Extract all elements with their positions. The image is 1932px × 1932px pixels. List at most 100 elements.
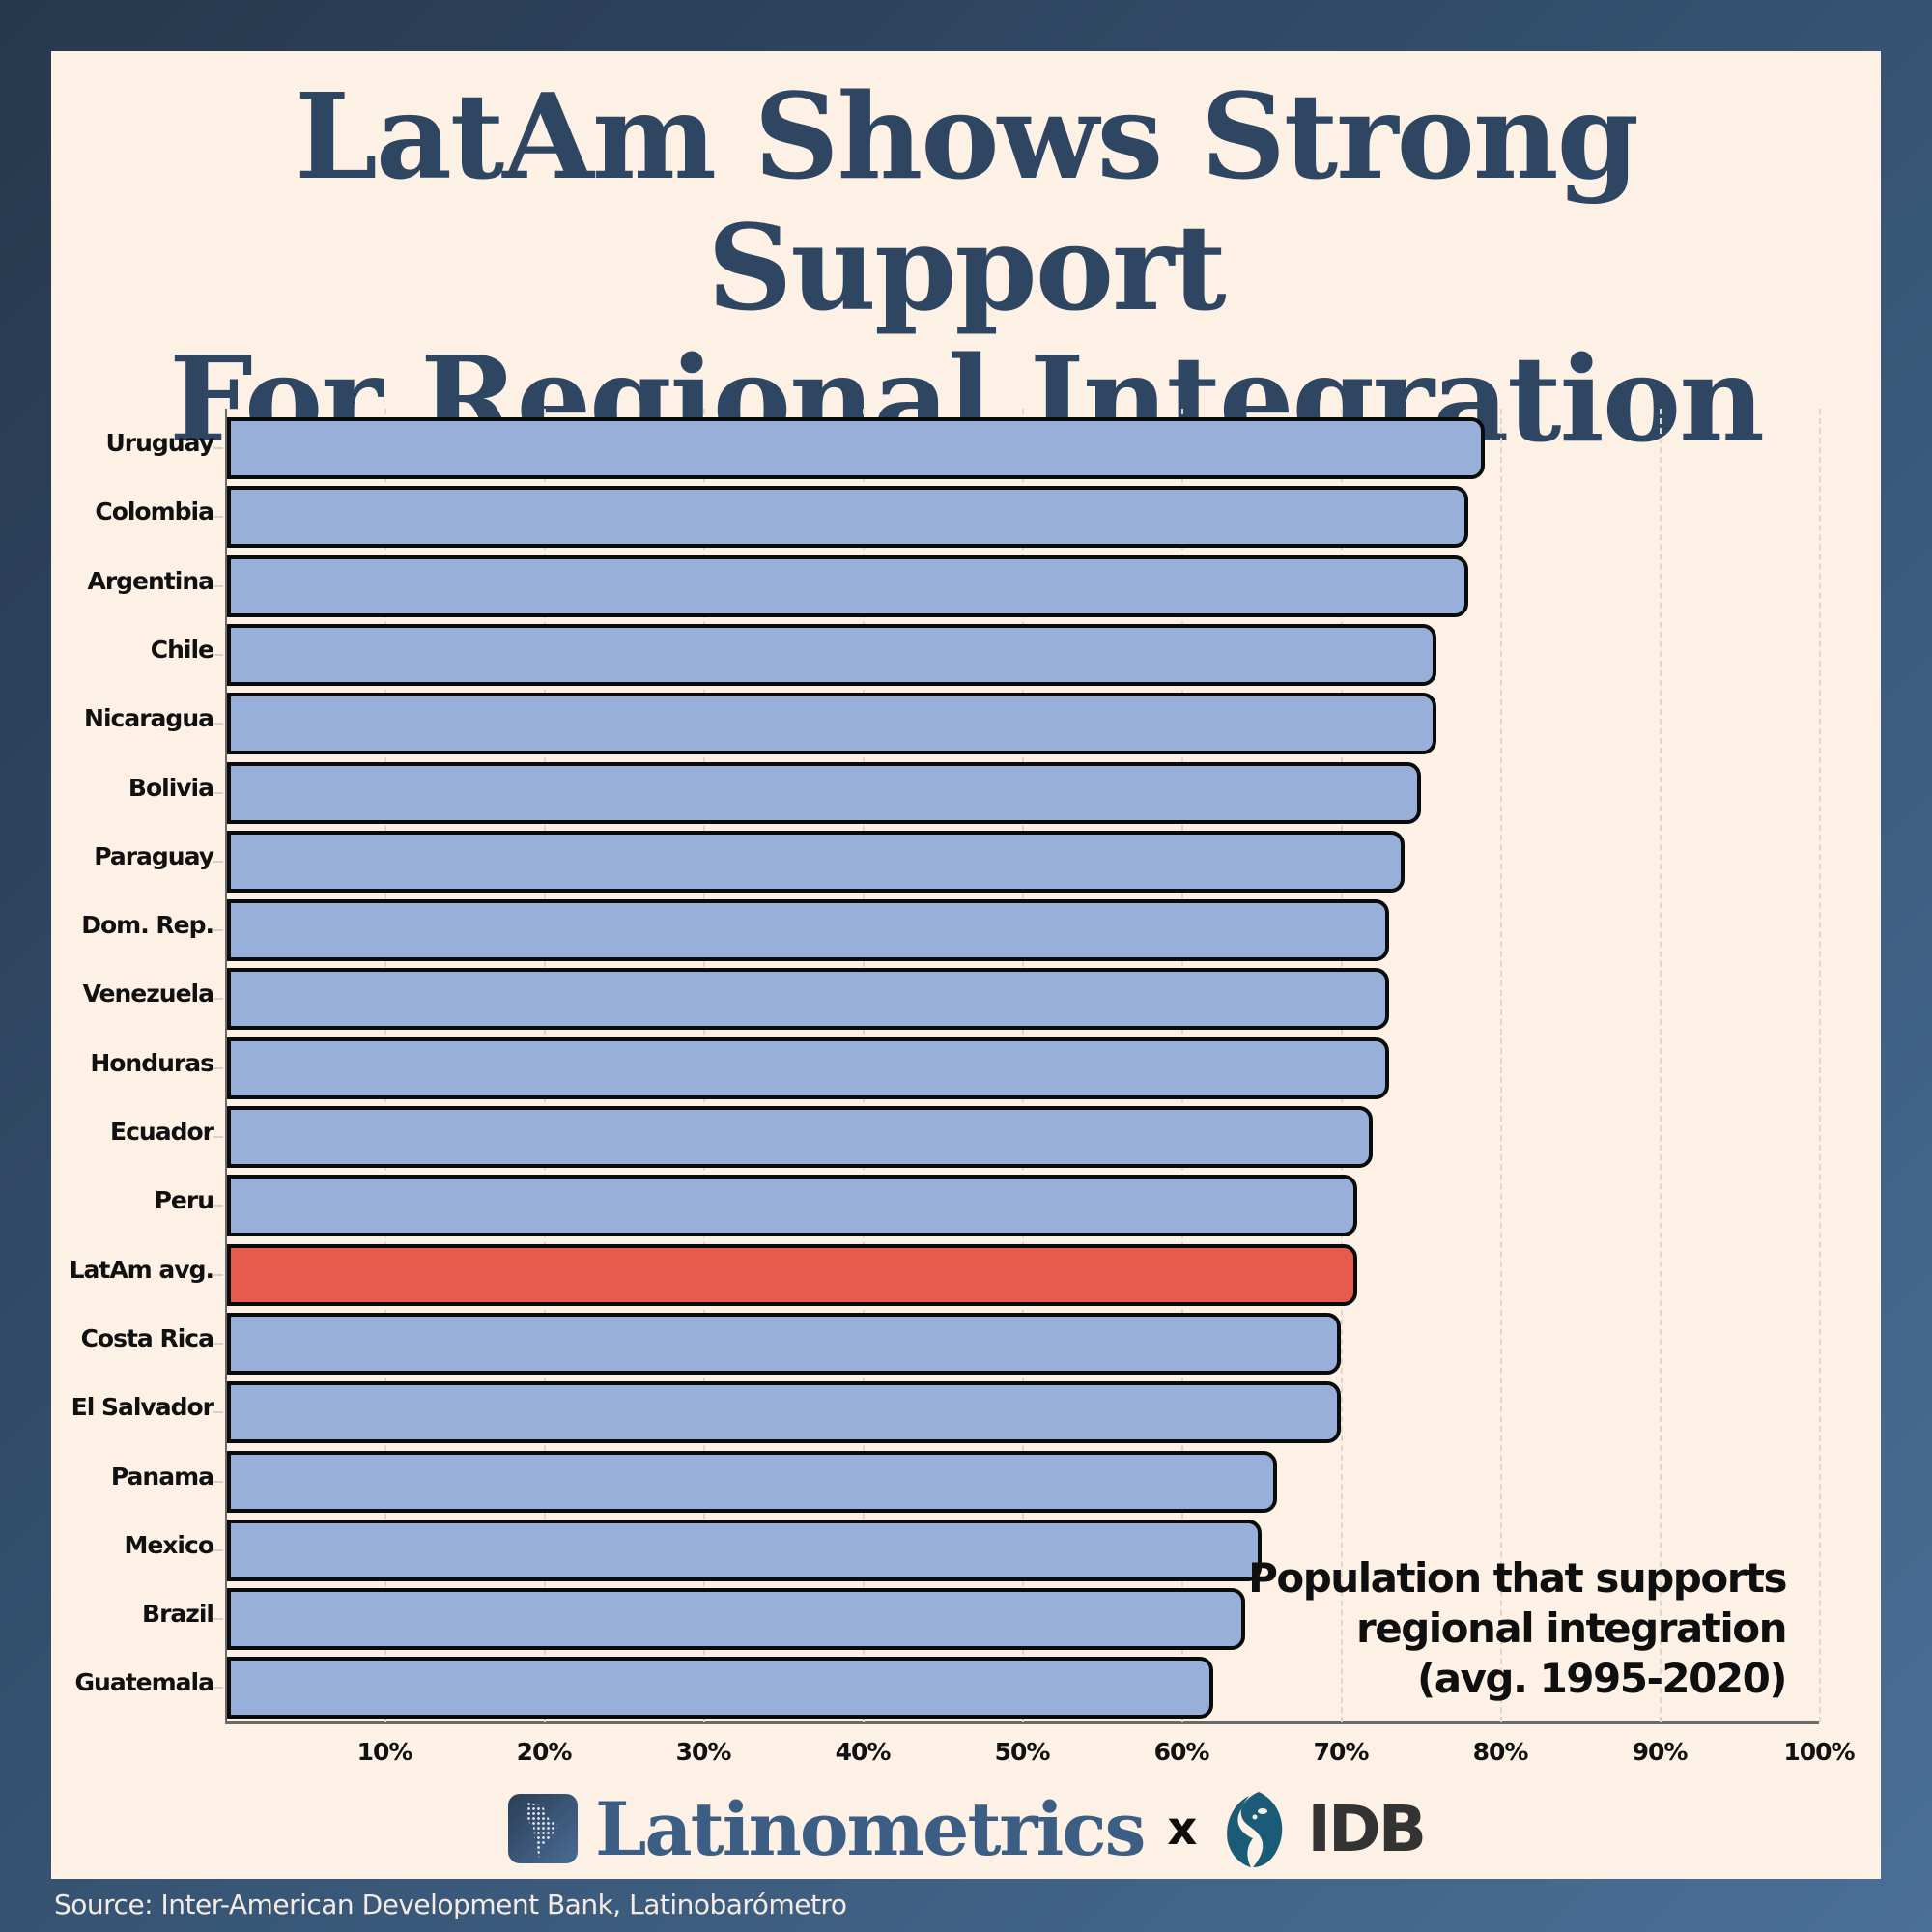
gridline	[1500, 409, 1502, 1722]
y-tick-mark	[213, 929, 223, 932]
bar	[227, 623, 1436, 686]
bar-label: Brazil	[142, 1600, 214, 1629]
x-tick-label: 80%	[1472, 1738, 1529, 1766]
chart-panel: LatAm Shows Strong Support For Regional …	[51, 51, 1881, 1879]
bar-label: Chile	[150, 635, 214, 664]
bar-row: Argentina	[87, 554, 1819, 617]
y-tick-mark	[213, 1205, 223, 1208]
bar-row: Peru	[155, 1175, 1819, 1237]
y-tick-mark	[213, 447, 223, 449]
bar-label: Honduras	[90, 1048, 214, 1077]
bar-highlight	[227, 1243, 1357, 1306]
y-tick-mark	[213, 1480, 223, 1483]
idb-logo-icon	[1227, 1792, 1283, 1867]
y-tick-mark	[213, 791, 223, 794]
y-tick-mark	[213, 1066, 223, 1069]
bar	[227, 1106, 1373, 1168]
bar-label: Mexico	[124, 1530, 214, 1559]
bar	[227, 761, 1421, 824]
x-tick-label: 70%	[1313, 1738, 1370, 1766]
bar	[227, 554, 1468, 617]
bar	[227, 1450, 1277, 1513]
bar-label: Panama	[110, 1462, 214, 1491]
bar-row: LatAm avg.	[70, 1243, 1819, 1306]
bar	[227, 1175, 1357, 1237]
bar-label: Venezuela	[82, 980, 214, 1009]
y-tick-mark	[213, 723, 223, 725]
bar-label: Argentina	[87, 566, 214, 595]
bar-row: Costa Rica	[81, 1312, 1819, 1375]
y-tick-mark	[213, 516, 223, 519]
bar	[227, 1381, 1341, 1444]
bar-label: El Salvador	[71, 1393, 214, 1422]
y-tick-mark	[213, 1687, 223, 1690]
bar	[227, 899, 1389, 962]
bar-label: Costa Rica	[80, 1323, 214, 1352]
bar-label: Ecuador	[110, 1118, 214, 1146]
bar-label: Guatemala	[74, 1668, 214, 1697]
x-tick-label: 50%	[994, 1738, 1051, 1766]
bar-row: Brazil	[142, 1588, 1819, 1651]
bar-label: LatAm avg.	[69, 1255, 214, 1284]
y-axis	[225, 409, 227, 1724]
bar-row: Dom. Rep.	[81, 899, 1819, 962]
note-line-1: Population that supports	[1248, 1554, 1787, 1602]
bar-label: Uruguay	[105, 429, 214, 457]
bar-row: Mexico	[124, 1519, 1819, 1581]
bar-label: Peru	[154, 1186, 214, 1215]
bar-label: Colombia	[95, 497, 214, 526]
bar-row: Nicaragua	[84, 693, 1819, 755]
brand-name: Latinometrics	[594, 1785, 1146, 1872]
partner-name: IDB	[1307, 1791, 1427, 1866]
brand-separator: x	[1167, 1802, 1198, 1856]
bar-row: Guatemala	[75, 1657, 1819, 1719]
source-note: Source: Inter-American Development Bank,…	[54, 1889, 847, 1920]
y-tick-mark	[213, 1618, 223, 1621]
bar-row: Bolivia	[128, 761, 1819, 824]
bar	[227, 1657, 1213, 1719]
y-tick-mark	[213, 1411, 223, 1414]
bar	[227, 1588, 1245, 1651]
bar-row: Chile	[151, 623, 1819, 686]
bar-row: Paraguay	[94, 830, 1819, 893]
y-tick-mark	[213, 1548, 223, 1551]
bar-row: El Salvador	[71, 1381, 1819, 1444]
y-tick-mark	[213, 1273, 223, 1276]
latinometrics-map-icon	[507, 1794, 578, 1863]
bar-row: Panama	[111, 1450, 1819, 1513]
note-line-2: regional integration	[1356, 1605, 1787, 1652]
bar	[227, 1519, 1262, 1581]
bar-row: Colombia	[95, 486, 1819, 549]
y-tick-mark	[213, 1342, 223, 1345]
x-tick-label: 60%	[1153, 1738, 1210, 1766]
bar-label: Dom. Rep.	[81, 911, 214, 940]
y-tick-mark	[213, 1136, 223, 1138]
bar	[227, 693, 1436, 755]
bar	[227, 1312, 1341, 1375]
bar	[227, 830, 1405, 893]
note-line-3: (avg. 1995-2020)	[1417, 1655, 1787, 1702]
x-tick-label: 10%	[356, 1738, 413, 1766]
bar-row: Ecuador	[110, 1106, 1819, 1168]
y-tick-mark	[213, 584, 223, 587]
bar-label: Paraguay	[94, 841, 214, 870]
y-tick-mark	[213, 860, 223, 863]
y-tick-mark	[213, 653, 223, 656]
chart-title: LatAm Shows Strong Support For Regional …	[51, 71, 1881, 465]
x-tick-label: 40%	[835, 1738, 892, 1766]
x-tick-label: 20%	[516, 1738, 573, 1766]
x-tick-label: 100%	[1783, 1738, 1855, 1766]
bar-row: Venezuela	[83, 968, 1819, 1031]
bar-row: Honduras	[90, 1037, 1819, 1099]
bar-row: Uruguay	[105, 417, 1819, 479]
chart-subtitle-note: Population that supports regional integr…	[1248, 1553, 1787, 1704]
y-tick-mark	[213, 998, 223, 1001]
gridline	[1819, 409, 1821, 1722]
bar-label: Bolivia	[128, 773, 214, 802]
plot-area: 10% 20% 30% 40% 50% 60% 70% 80% 90% 100% Uruguay Co…	[70, 409, 1856, 1766]
x-tick-label: 30%	[675, 1738, 732, 1766]
title-line-1: LatAm Shows Strong Support	[295, 67, 1639, 337]
bar	[227, 1037, 1389, 1099]
gridline	[1660, 409, 1662, 1722]
bar	[227, 486, 1468, 549]
